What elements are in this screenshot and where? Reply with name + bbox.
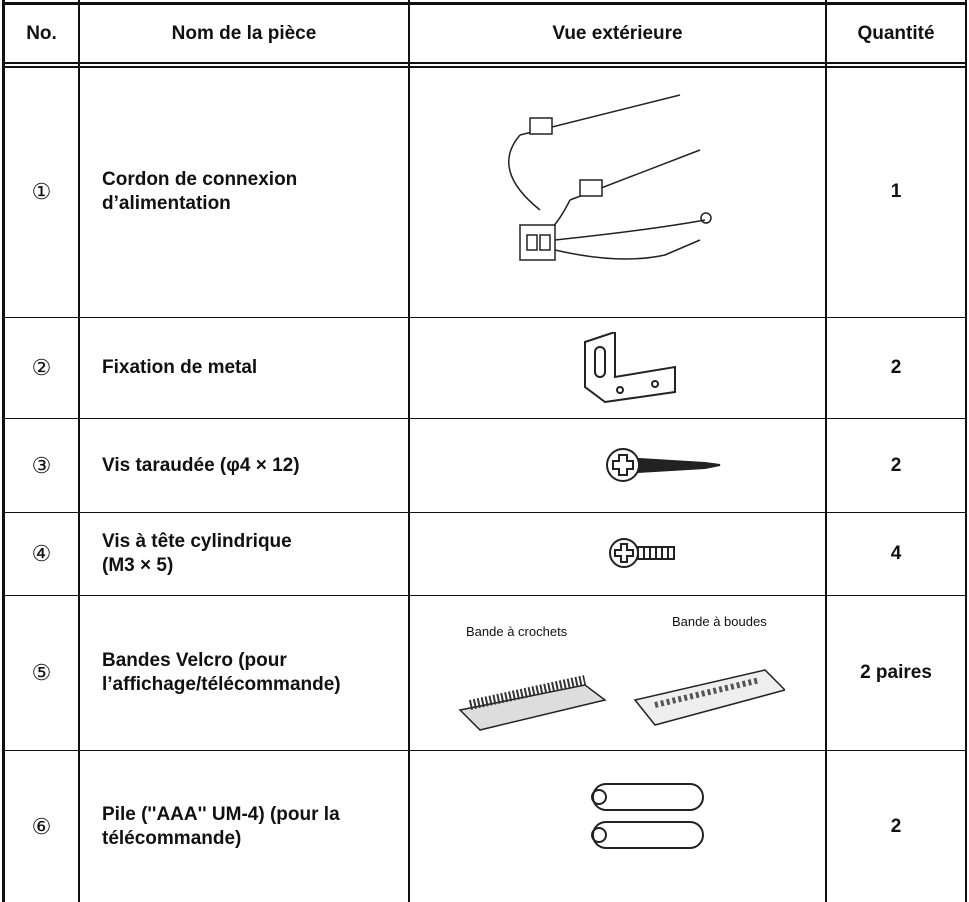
border [2, 317, 967, 318]
bracket-illustration [584, 332, 676, 404]
header: Vue extérieure [552, 22, 683, 44]
battery-illustration [591, 783, 704, 849]
part-name: Fixation de metal [80, 318, 408, 418]
row-number: ⑥ [31, 813, 52, 839]
part-name-line: Fixation de metal [102, 357, 258, 378]
part-name-line: d’alimentation [102, 193, 231, 214]
border [2, 0, 5, 902]
row-number: ③ [31, 452, 52, 478]
part-name-line: l’affichage/télécommande) [102, 674, 341, 695]
part-name-line: télécommande) [102, 827, 242, 849]
part-name: Vis taraudée (φ4 × 12) [80, 419, 408, 512]
part-name-line: Bandes Velcro (pour [102, 650, 287, 671]
part-name: Pile (''AAA'' UM-4) (pour la télécommande… [80, 751, 408, 902]
quantity: 2 [890, 815, 902, 837]
part-name: Cordon de connexion d’alimentation [80, 67, 408, 317]
row-number: ④ [31, 541, 52, 566]
border [408, 0, 410, 902]
quantity: 2 [890, 454, 902, 476]
row-number: ① [31, 179, 52, 204]
header: Nom de la pièce [171, 22, 317, 44]
part-name-line: Vis à tête cylindrique [102, 531, 292, 552]
illustration-label: Bande à crochets [466, 624, 568, 639]
border [2, 750, 967, 751]
velcro-illustration [458, 669, 785, 731]
part-name-line: Vis taraudée (φ4 × 12) [102, 454, 300, 476]
screw-illustration [609, 538, 675, 568]
border [2, 512, 967, 513]
row-number: ② [31, 355, 52, 380]
part-name-line: Pile (''AAA'' UM-4) (pour la [102, 803, 340, 825]
border [2, 62, 967, 64]
part-name-line: (M3 × 5) [102, 555, 174, 576]
border [2, 66, 967, 68]
border [825, 0, 827, 902]
part-name-line: Cordon de connexion [102, 169, 298, 190]
header: Quantité [857, 22, 935, 44]
header: No. [26, 22, 57, 44]
quantity: 2 [890, 357, 902, 378]
border [2, 2, 967, 5]
cord-illustration [508, 94, 712, 261]
quantity: 4 [890, 543, 902, 564]
part-name: Vis à tête cylindrique (M3 × 5) [80, 513, 408, 595]
quantity: 2 paires [860, 662, 932, 683]
border [78, 0, 80, 902]
border [965, 0, 967, 902]
border [2, 595, 967, 596]
screw-illustration [606, 448, 721, 482]
quantity: 1 [890, 181, 902, 202]
part-name: Bandes Velcro (pour l’affichage/télécomma… [80, 596, 408, 750]
border [2, 418, 967, 419]
row-number: ⑤ [31, 660, 52, 685]
illustration-label: Bande à boudes [672, 614, 767, 629]
